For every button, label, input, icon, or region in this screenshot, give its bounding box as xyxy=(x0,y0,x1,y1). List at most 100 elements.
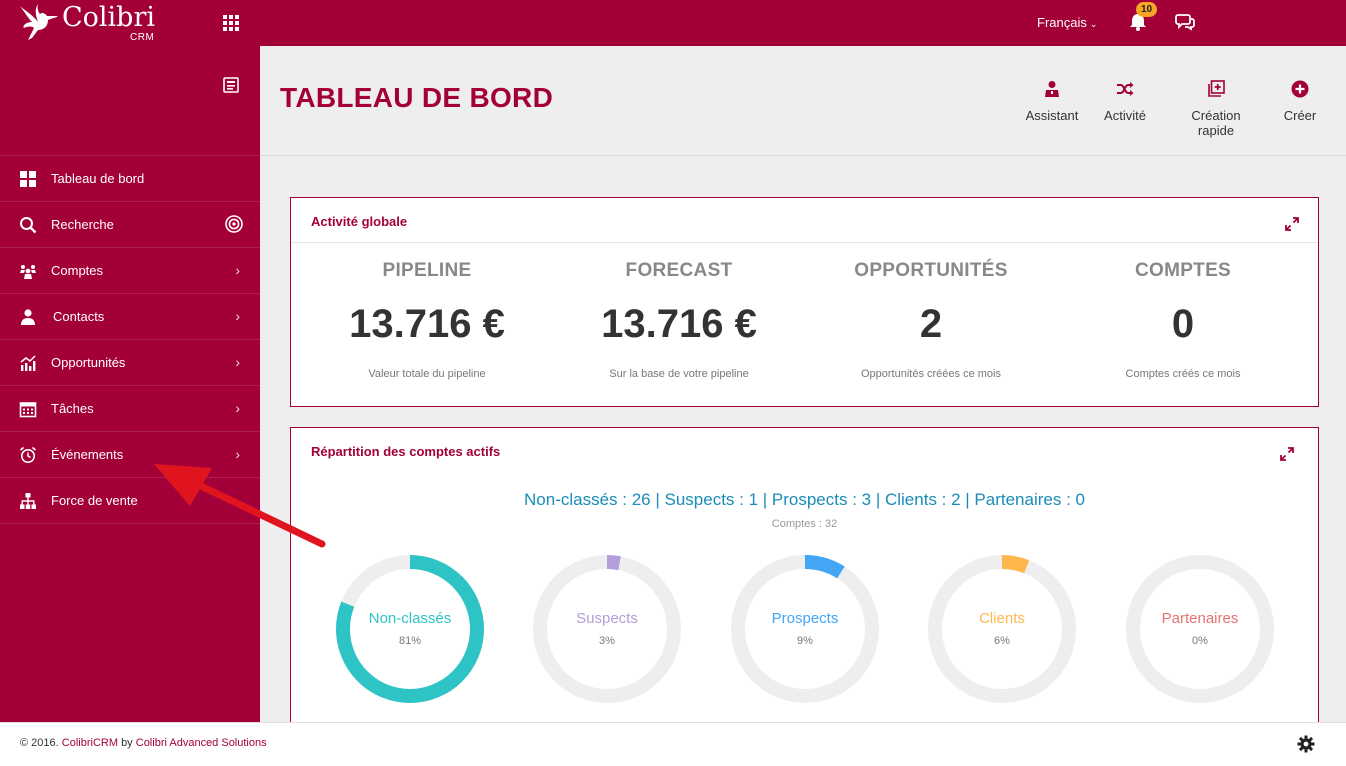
sidebar-item-events[interactable]: Événements › xyxy=(0,432,260,478)
stat-pipeline: PIPELINE 13.716 € Valeur totale du pipel… xyxy=(301,260,553,380)
donut-partners: Partenaires 0% xyxy=(1125,554,1275,704)
donut-arc xyxy=(533,555,681,703)
donut-percent: 81% xyxy=(398,635,422,647)
page-title: TABLEAU DE BORD xyxy=(280,82,554,113)
plus-circle-icon xyxy=(1291,80,1309,98)
profile-card-icon[interactable] xyxy=(223,77,239,93)
create-label: Créer xyxy=(1283,108,1317,123)
accounts-summary: Non-classés : 26 | Suspects : 1 | Prospe… xyxy=(524,490,1085,509)
gear-icon[interactable] xyxy=(1297,735,1315,753)
chevron-down-icon: ⌄ xyxy=(1089,19,1098,29)
org-chart-icon xyxy=(20,493,36,509)
logo[interactable]: Colibri CRM xyxy=(18,2,168,44)
calendar-icon xyxy=(19,402,37,418)
donut-percent: 9% xyxy=(797,635,813,647)
donut-track xyxy=(731,555,879,703)
panel-title: Activité globale xyxy=(311,214,408,229)
brand-name: Colibri xyxy=(62,2,156,33)
page-header: TABLEAU DE BORD Assistant Activité Créat… xyxy=(260,46,1346,156)
search-icon xyxy=(20,217,37,234)
activity-panel: Activité globale PIPELINE 13.716 € Valeu… xyxy=(290,197,1319,407)
chevron-right-icon: › xyxy=(235,446,240,462)
stat-label: COMPTES xyxy=(1134,260,1232,281)
quick-create-label: Création rapide xyxy=(1191,108,1241,138)
contacts-icon xyxy=(21,309,35,325)
company-link[interactable]: Colibri Advanced Solutions xyxy=(135,737,267,749)
stat-sub: Valeur totale du pipeline xyxy=(368,368,486,380)
stat-forecast: FORECAST 13.716 € Sur la base de votre p… xyxy=(553,260,805,380)
stat-sub: Sur la base de votre pipeline xyxy=(609,368,749,380)
alarm-clock-icon xyxy=(19,446,37,463)
chevron-right-icon: › xyxy=(235,400,240,416)
stat-label: OPPORTUNITÉS xyxy=(854,260,1008,281)
donut-unclassified: Non-classés 81% xyxy=(335,554,485,704)
sidebar-item-sales-force[interactable]: Force de vente xyxy=(0,478,260,524)
sidebar-item-dashboard[interactable]: Tableau de bord xyxy=(0,156,260,202)
quick-create-button[interactable]: Création rapide xyxy=(1172,80,1260,138)
accounts-total: Comptes : 32 xyxy=(771,518,838,530)
stat-value: 2 xyxy=(919,302,943,346)
stat-label: FORECAST xyxy=(625,260,733,281)
sidebar-item-label: Tableau de bord xyxy=(51,171,145,186)
language-label: Français xyxy=(1037,15,1087,30)
chevron-right-icon: › xyxy=(235,308,240,324)
expand-icon[interactable] xyxy=(1285,217,1299,231)
product-link[interactable]: ColibriCRM xyxy=(61,737,118,749)
chat-icon[interactable] xyxy=(1175,13,1195,31)
top-bar: Colibri CRM Français ⌄ 10 xyxy=(0,0,1346,46)
stat-sub: Comptes créés ce mois xyxy=(1125,368,1241,380)
sidebar-item-label: Tâches xyxy=(51,401,94,416)
dashboard-icon xyxy=(20,171,36,187)
chart-icon xyxy=(20,355,36,371)
sidebar-nav: Tableau de bord Recherche Comptes › xyxy=(0,155,260,524)
stat-opportunities: OPPORTUNITÉS 2 Opportunités créées ce mo… xyxy=(805,260,1057,380)
annotation-arrow xyxy=(154,464,326,548)
assistant-label: Assistant xyxy=(1025,108,1079,123)
target-icon[interactable] xyxy=(225,215,243,233)
bell-icon[interactable] xyxy=(1128,12,1148,32)
sidebar-item-opportunities[interactable]: Opportunités › xyxy=(0,340,260,386)
sidebar-item-label: Force de vente xyxy=(51,493,138,508)
assistant-icon xyxy=(1045,81,1059,97)
donut-label: Non-classés xyxy=(368,610,452,627)
sidebar-item-search[interactable]: Recherche xyxy=(0,202,260,248)
sidebar-item-contacts[interactable]: Contacts › xyxy=(0,294,260,340)
donut-arc xyxy=(928,555,1076,703)
footer: © 2016. ColibriCRM by Colibri Advanced S… xyxy=(0,722,1346,766)
donut-label: Partenaires xyxy=(1161,610,1239,627)
sidebar-item-label: Contacts xyxy=(53,309,105,324)
accounts-icon xyxy=(20,265,36,279)
notification-badge: 10 xyxy=(1136,2,1158,17)
quick-create-icon xyxy=(1208,80,1225,97)
donut-label: Prospects xyxy=(771,610,839,627)
donut-arc xyxy=(731,555,879,703)
create-button[interactable]: Créer xyxy=(1282,80,1318,123)
panel-divider xyxy=(291,242,1318,243)
sidebar-item-label: Recherche xyxy=(51,217,114,232)
sidebar-item-accounts[interactable]: Comptes › xyxy=(0,248,260,294)
donut-track xyxy=(533,555,681,703)
stat-value: 0 xyxy=(1171,302,1195,346)
accounts-distribution-panel: Répartition des comptes actifs Non-class… xyxy=(290,427,1319,727)
donut-clients: Clients 6% xyxy=(927,554,1077,704)
donut-track xyxy=(1126,555,1274,703)
brand-sub: CRM xyxy=(130,32,155,43)
copyright-by: by xyxy=(121,737,133,749)
language-selector[interactable]: Français ⌄ xyxy=(1037,15,1097,30)
apps-grid-icon[interactable] xyxy=(223,15,239,31)
donut-label: Suspects xyxy=(576,610,638,627)
donut-percent: 3% xyxy=(599,635,615,647)
expand-icon[interactable] xyxy=(1280,447,1294,461)
donut-prospects: Prospects 9% xyxy=(730,554,880,704)
activity-label: Activité xyxy=(1104,108,1146,123)
activity-button[interactable]: Activité xyxy=(1103,80,1147,123)
sidebar-item-tasks[interactable]: Tâches › xyxy=(0,386,260,432)
chevron-right-icon: › xyxy=(235,262,240,278)
stat-value: 13.716 € xyxy=(349,302,505,346)
shuffle-icon xyxy=(1117,82,1134,96)
chevron-right-icon: › xyxy=(235,354,240,370)
donut-suspects: Suspects 3% xyxy=(532,554,682,704)
assistant-button[interactable]: Assistant xyxy=(1024,80,1080,123)
donut-label: Clients xyxy=(979,610,1025,627)
hummingbird-icon xyxy=(20,4,58,40)
